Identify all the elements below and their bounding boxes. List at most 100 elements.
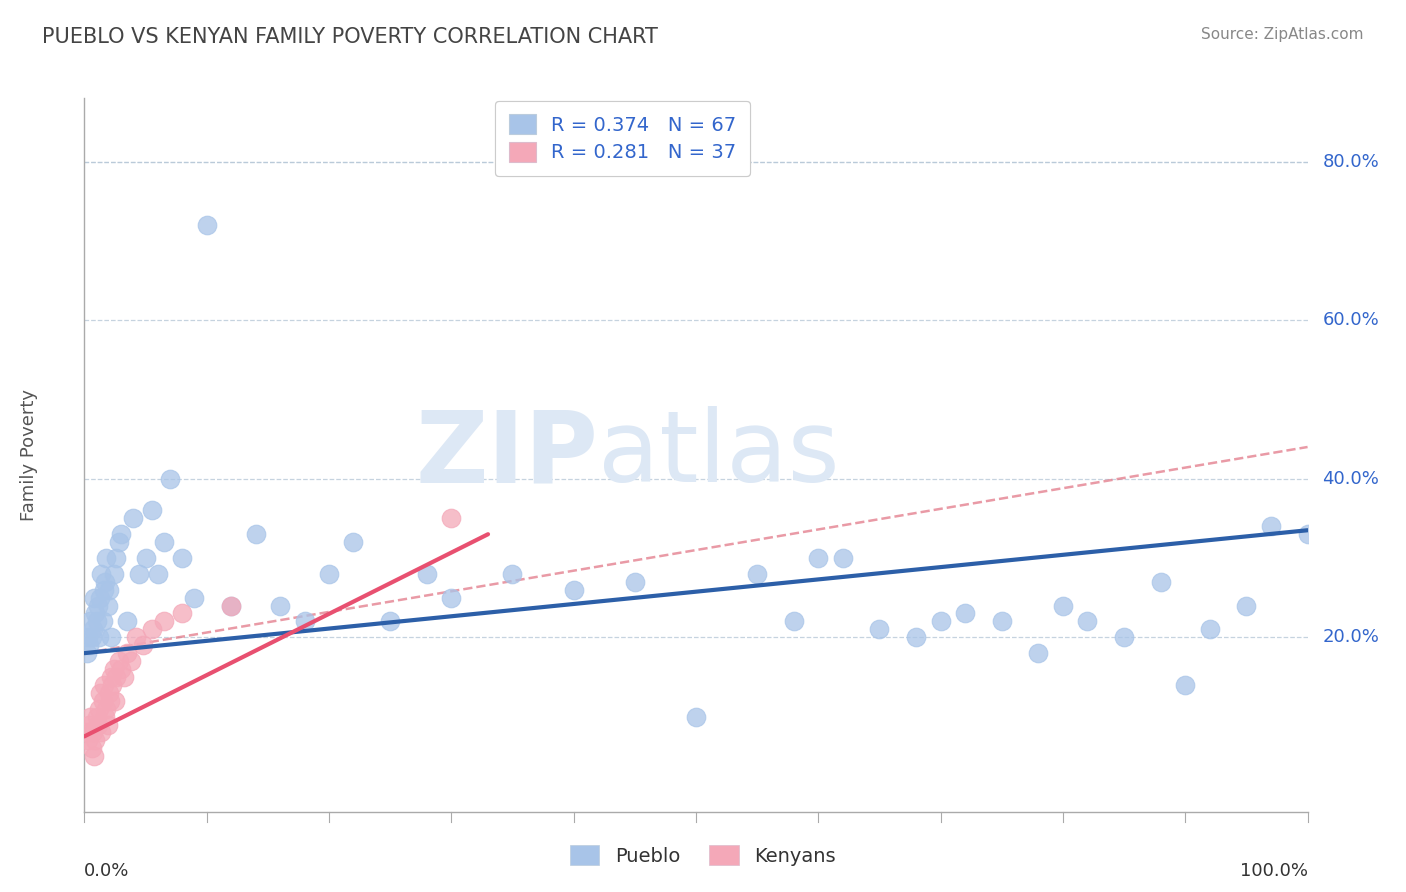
Point [112, 670, 135, 684]
Point [83, 749, 105, 764]
Point [90, 566, 112, 581]
Point [89, 686, 111, 700]
Point [929, 615, 952, 629]
Text: 20.0%: 20.0% [1322, 628, 1379, 647]
Point [219, 599, 242, 613]
Text: Family Poverty: Family Poverty [20, 389, 38, 521]
Point [77, 717, 100, 731]
Point [91, 615, 114, 629]
Point [685, 709, 707, 723]
Point [101, 678, 124, 692]
Point [1234, 599, 1257, 613]
Point [77, 733, 100, 747]
Point [105, 670, 128, 684]
Point [747, 566, 769, 581]
Point [807, 551, 830, 566]
Point [953, 607, 976, 621]
Text: atlas: atlas [598, 407, 839, 503]
Point [195, 218, 218, 232]
Point [97, 686, 120, 700]
Point [342, 535, 364, 549]
Point [172, 551, 194, 566]
Point [97, 599, 120, 613]
Point [87, 717, 110, 731]
Point [76, 646, 98, 660]
Point [96, 551, 118, 566]
Point [269, 599, 291, 613]
Point [76, 725, 98, 739]
Point [141, 623, 163, 637]
Point [84, 733, 107, 747]
Point [86, 615, 108, 629]
Point [77, 638, 100, 652]
Point [82, 725, 104, 739]
Point [77, 630, 100, 644]
Point [87, 701, 110, 715]
Point [159, 472, 181, 486]
Point [1028, 646, 1050, 660]
Point [562, 582, 585, 597]
Point [79, 615, 101, 629]
Point [1114, 630, 1136, 644]
Point [172, 607, 194, 621]
Point [86, 709, 108, 723]
Point [146, 566, 169, 581]
Point [91, 694, 114, 708]
Point [80, 630, 103, 644]
Point [416, 566, 439, 581]
Point [183, 591, 205, 605]
Point [869, 623, 891, 637]
Point [110, 662, 132, 676]
Point [294, 615, 316, 629]
Text: PUEBLO VS KENYAN FAMILY POVERTY CORRELATION CHART: PUEBLO VS KENYAN FAMILY POVERTY CORRELAT… [42, 27, 658, 46]
Point [84, 607, 107, 621]
Point [104, 694, 127, 708]
Point [1174, 678, 1197, 692]
Point [141, 503, 163, 517]
Text: ZIP: ZIP [415, 407, 598, 503]
Point [153, 615, 176, 629]
Point [100, 630, 122, 644]
Point [94, 709, 117, 723]
Point [905, 630, 928, 644]
Legend: R = 0.374   N = 67, R = 0.281   N = 37: R = 0.374 N = 67, R = 0.281 N = 37 [495, 101, 751, 176]
Point [93, 678, 115, 692]
Text: 100.0%: 100.0% [1240, 862, 1308, 880]
Point [89, 591, 111, 605]
Point [1076, 615, 1098, 629]
Point [90, 725, 112, 739]
Point [120, 654, 142, 668]
Point [94, 574, 117, 589]
Point [79, 709, 101, 723]
Point [219, 599, 242, 613]
Point [87, 599, 110, 613]
Point [80, 741, 103, 756]
Legend: Pueblo, Kenyans: Pueblo, Kenyans [562, 838, 844, 873]
Point [115, 615, 138, 629]
Point [97, 582, 120, 597]
Text: 0.0%: 0.0% [84, 862, 129, 880]
Text: Source: ZipAtlas.com: Source: ZipAtlas.com [1201, 27, 1364, 42]
Point [380, 615, 402, 629]
Point [107, 654, 129, 668]
Point [98, 694, 121, 708]
Point [103, 662, 125, 676]
Point [105, 551, 128, 566]
Point [318, 566, 340, 581]
Point [103, 566, 125, 581]
Point [93, 582, 115, 597]
Point [831, 551, 853, 566]
Point [245, 527, 267, 541]
Text: 40.0%: 40.0% [1322, 470, 1379, 488]
Point [1052, 599, 1074, 613]
Point [83, 591, 105, 605]
Point [440, 511, 463, 525]
Text: 60.0%: 60.0% [1322, 311, 1379, 329]
Text: 80.0%: 80.0% [1322, 153, 1379, 170]
Point [1198, 623, 1220, 637]
Point [783, 615, 806, 629]
Point [107, 535, 129, 549]
Point [1150, 574, 1173, 589]
Point [125, 630, 148, 644]
Point [110, 527, 132, 541]
